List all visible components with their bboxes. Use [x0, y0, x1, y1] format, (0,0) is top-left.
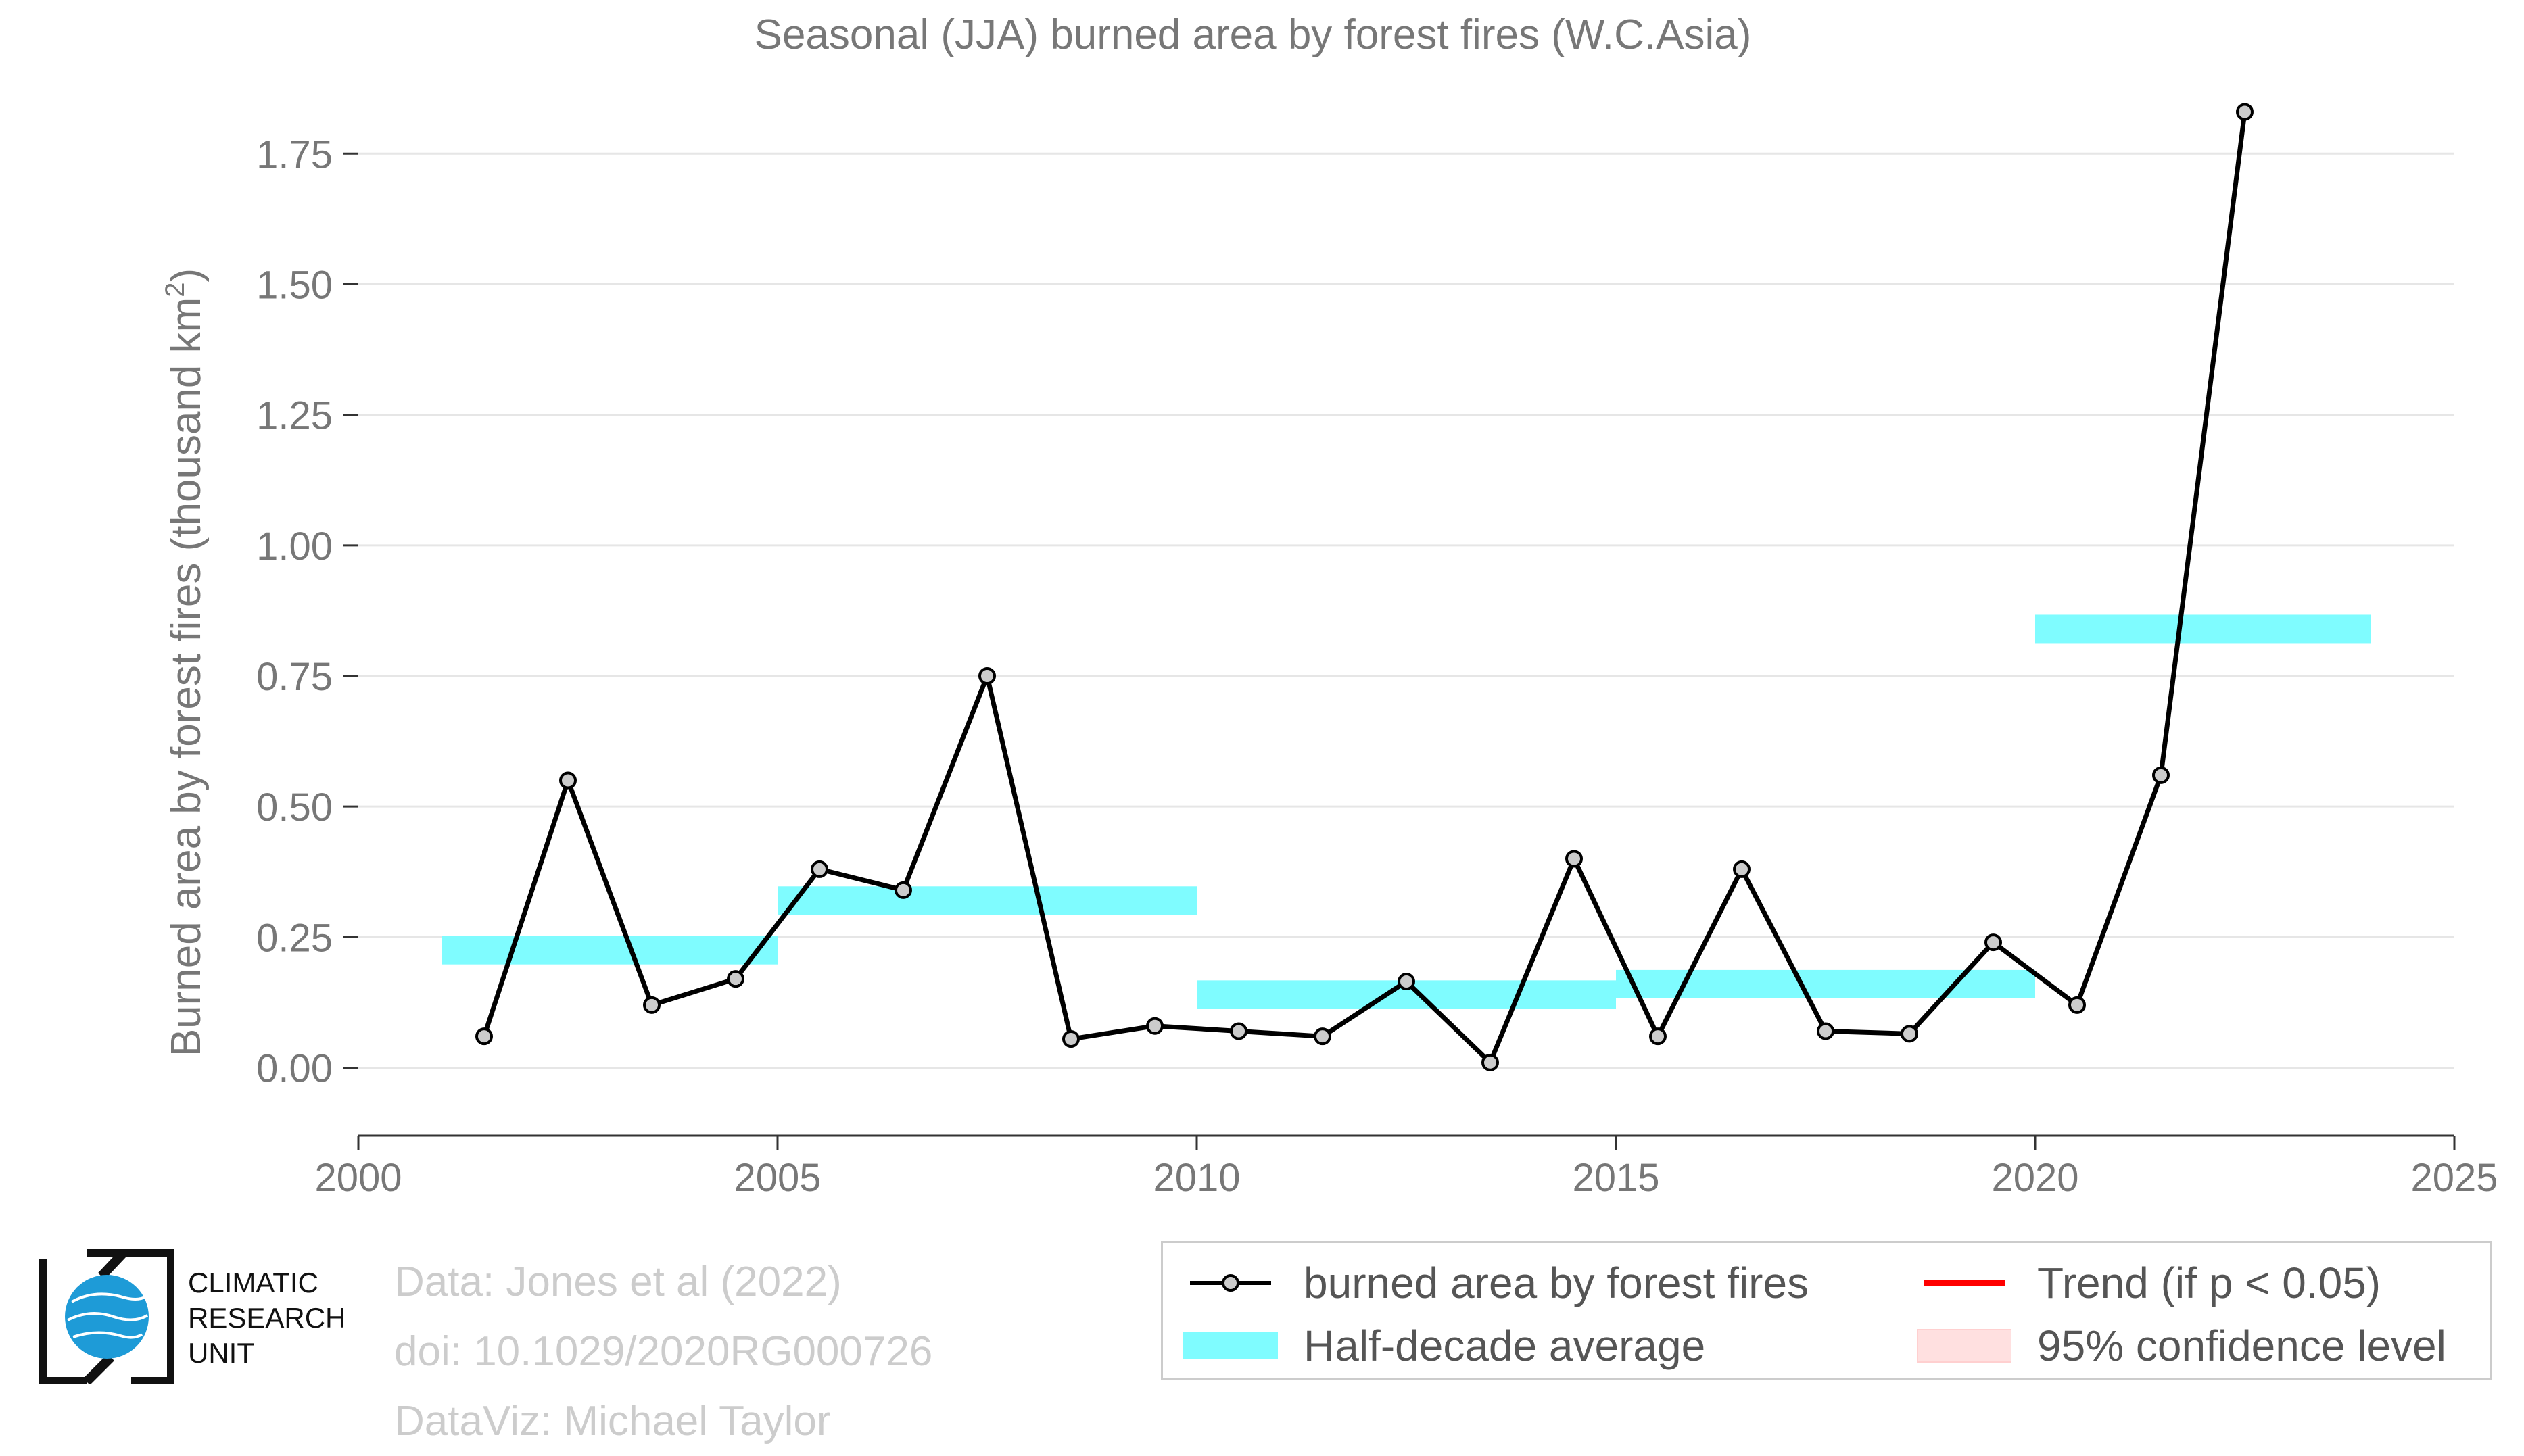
cru-line-2: RESEARCH: [188, 1302, 346, 1334]
y-axis-label-sup: 2: [160, 282, 190, 297]
data-point: [559, 771, 577, 790]
data-point: [1146, 1017, 1164, 1035]
data-point: [1481, 1053, 1499, 1071]
cru-logo: [37, 1247, 357, 1386]
data-point: [1314, 1027, 1331, 1046]
credits: Data: Jones et al (2022) doi: 10.1029/20…: [394, 1247, 932, 1456]
data-point: [2068, 996, 2086, 1014]
y-tick-label: 1.25: [256, 394, 333, 438]
band-icon: [1183, 1326, 1278, 1366]
legend-item-half-decade: Half-decade average: [1183, 1321, 1705, 1371]
data-point: [475, 1027, 493, 1046]
legend-item-burned-area: burned area by forest fires: [1183, 1258, 1809, 1308]
data-point: [1733, 860, 1751, 878]
chart: Seasonal (JJA) burned area by forest fir…: [160, 11, 2498, 1200]
y-axis-label-end: ): [163, 268, 210, 283]
data-point: [1649, 1027, 1667, 1046]
half-decade-band: [2035, 614, 2371, 644]
data-point: [1901, 1025, 1918, 1043]
trend-line-icon: [1917, 1263, 2011, 1303]
confidence-fill-icon: [1916, 1326, 2012, 1366]
globe-icon: [37, 1247, 176, 1386]
data-point: [895, 881, 912, 899]
half-decade-band: [442, 936, 778, 965]
legend-item-confidence: 95% confidence level: [1916, 1321, 2446, 1371]
legend-label: Half-decade average: [1304, 1321, 1706, 1370]
y-axis-label: Burned area by forest fires (thousand km…: [160, 268, 210, 1057]
x-tick-label: 2005: [734, 1156, 821, 1200]
y-tick-label: 0.00: [256, 1047, 333, 1091]
data-point: [1984, 933, 2002, 952]
data-point: [1062, 1030, 1080, 1048]
x-tick-label: 2010: [1153, 1156, 1240, 1200]
data-point: [1817, 1022, 1834, 1040]
legend-label: 95% confidence level: [2037, 1321, 2446, 1370]
x-axis: 2000 2005 2010 2015 2020 2025: [314, 1134, 2498, 1200]
y-axis: 0.00 0.25 0.50 0.75 1.00 1.25 1.50 1.75: [256, 132, 358, 1091]
credit-dataviz: DataViz: Michael Taylor: [394, 1398, 831, 1445]
x-tick-label: 2000: [314, 1156, 402, 1200]
cru-logo-text: CLIMATIC RESEARCH UNIT: [188, 1265, 346, 1371]
line-marker-icon: [1183, 1263, 1278, 1303]
half-decade-band: [778, 886, 1197, 915]
y-tick-label: 1.75: [256, 132, 333, 176]
y-axis-label-text: Burned area by forest fires (thousand km: [163, 297, 210, 1057]
y-tick-label: 1.00: [256, 525, 333, 568]
data-point: [727, 970, 744, 988]
credit-data: Data: Jones et al (2022): [394, 1259, 842, 1305]
legend: burned area by forest fires Trend (if p …: [1161, 1241, 2492, 1380]
data-point: [978, 667, 996, 685]
half-decade-bands: [442, 614, 2371, 1009]
series-line: [481, 112, 2247, 1065]
chart-title: Seasonal (JJA) burned area by forest fir…: [755, 11, 1752, 58]
data-point: [1565, 850, 1583, 868]
y-tick-label: 1.50: [256, 263, 333, 307]
legend-item-trend: Trend (if p < 0.05): [1917, 1258, 2381, 1308]
y-tick-label: 0.75: [256, 655, 333, 699]
data-point: [1230, 1022, 1247, 1040]
data-point: [811, 860, 828, 878]
x-tick-label: 2015: [1572, 1156, 1659, 1200]
x-tick-label: 2020: [1991, 1156, 2078, 1200]
y-tick-label: 0.25: [256, 916, 333, 960]
x-tick-label: 2025: [2410, 1156, 2498, 1200]
data-point: [2236, 103, 2254, 121]
grid: [358, 152, 2454, 1069]
legend-label: Trend (if p < 0.05): [2037, 1259, 2381, 1307]
series: [475, 103, 2254, 1071]
cru-line-3: UNIT: [188, 1337, 254, 1369]
y-tick-label: 0.50: [256, 785, 333, 829]
credit-doi: doi: 10.1029/2020RG000726: [394, 1328, 933, 1375]
data-point: [643, 996, 661, 1014]
cru-line-1: CLIMATIC: [188, 1267, 318, 1299]
data-point: [1398, 973, 1415, 991]
data-point: [2152, 766, 2170, 784]
legend-label: burned area by forest fires: [1304, 1259, 1809, 1307]
